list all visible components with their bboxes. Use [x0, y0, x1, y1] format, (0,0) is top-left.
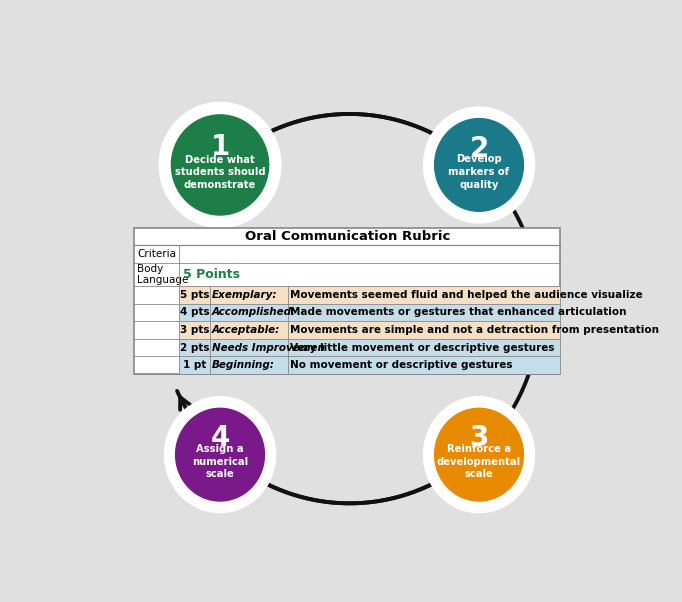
Text: Body
Language: Body Language [137, 264, 188, 285]
FancyBboxPatch shape [134, 228, 561, 374]
FancyBboxPatch shape [179, 356, 561, 374]
Text: Oral Communication Rubric: Oral Communication Rubric [245, 230, 450, 243]
Text: Assign a
numerical
scale: Assign a numerical scale [192, 444, 248, 479]
FancyBboxPatch shape [179, 286, 561, 303]
Text: 4 pts: 4 pts [180, 308, 209, 317]
Ellipse shape [171, 115, 269, 215]
Ellipse shape [176, 408, 265, 501]
Ellipse shape [160, 102, 281, 228]
Text: 1: 1 [211, 134, 230, 161]
Text: Develop
markers of
quality: Develop markers of quality [449, 154, 509, 190]
Text: Needs Improvemen: Needs Improvemen [212, 343, 325, 353]
FancyBboxPatch shape [179, 303, 561, 321]
Text: Movements seemed fluid and helped the audience visualize: Movements seemed fluid and helped the au… [291, 290, 643, 300]
Text: Criteria: Criteria [137, 249, 176, 259]
FancyBboxPatch shape [179, 339, 561, 356]
Text: Beginning:: Beginning: [212, 360, 275, 370]
Ellipse shape [164, 397, 276, 513]
Ellipse shape [434, 408, 523, 501]
Text: Made movements or gestures that enhanced articulation: Made movements or gestures that enhanced… [291, 308, 627, 317]
FancyBboxPatch shape [179, 321, 561, 339]
Text: 2 pts: 2 pts [180, 343, 209, 353]
Text: Exemplary:: Exemplary: [212, 290, 278, 300]
Text: Reinforce a
developmental
scale: Reinforce a developmental scale [437, 444, 521, 479]
Text: No movement or descriptive gestures: No movement or descriptive gestures [291, 360, 513, 370]
Text: 5 pts: 5 pts [180, 290, 209, 300]
Text: Movements are simple and not a detraction from presentation: Movements are simple and not a detractio… [291, 325, 659, 335]
Ellipse shape [424, 397, 535, 513]
Text: 2: 2 [469, 135, 489, 163]
Text: Very little movement or descriptive gestures: Very little movement or descriptive gest… [291, 343, 555, 353]
Ellipse shape [434, 119, 523, 211]
Text: 1 pt: 1 pt [183, 360, 207, 370]
Ellipse shape [424, 107, 535, 223]
Text: 5 Points: 5 Points [183, 268, 239, 281]
Text: 3 pts: 3 pts [180, 325, 209, 335]
Text: 4: 4 [210, 424, 230, 453]
Text: 3: 3 [469, 424, 489, 453]
Text: Decide what
students should
demonstrate: Decide what students should demonstrate [175, 155, 265, 190]
Text: Acceptable:: Acceptable: [212, 325, 280, 335]
Text: Accomplished:: Accomplished: [212, 308, 296, 317]
